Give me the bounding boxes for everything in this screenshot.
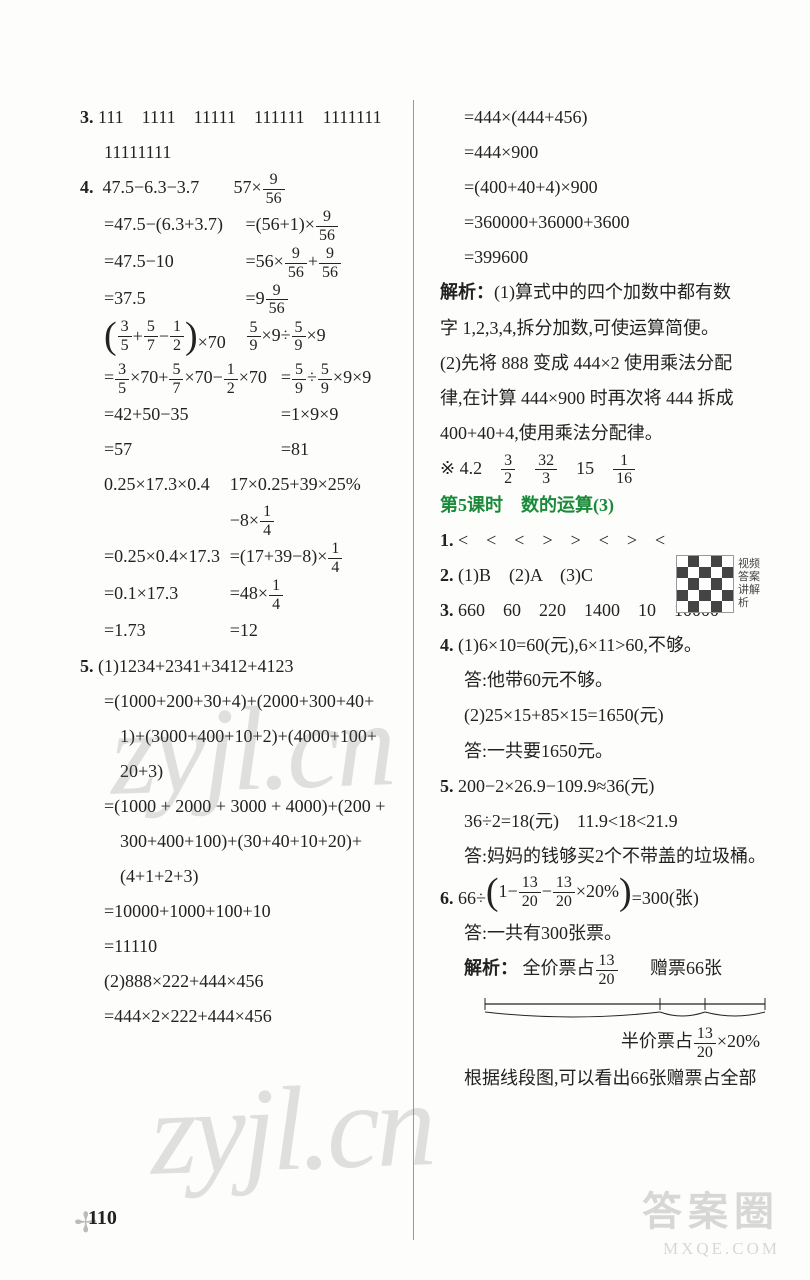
paren-group: ( 35+57−12 ) xyxy=(104,318,198,354)
q4c-row3: =42+50−35 =1×9×9 xyxy=(80,397,387,432)
q4a3: =47.5−10 xyxy=(80,244,246,281)
q3-text1: 111 1111 11111 111111 1111111 xyxy=(98,107,382,127)
q4a4: =37.5 xyxy=(80,281,246,318)
q3-line2: 11111111 xyxy=(80,135,387,170)
analysis-1: 解析：(1)算式中的四个加数中都有数 xyxy=(440,275,770,310)
q4c-row1: ( 35+57−12 )×70 59×9÷59×9 xyxy=(80,318,387,360)
frac: 956 xyxy=(266,282,288,318)
page-number: 110 xyxy=(88,1207,117,1230)
qr-block: 视频答案讲解析 xyxy=(676,555,760,613)
q4-row1: 4. 47.5−6.3−3.7 57×956 xyxy=(80,170,387,207)
q3-line1: 3. 111 1111 11111 111111 1111111 xyxy=(80,100,387,135)
qr-icon xyxy=(676,555,734,613)
q4d-row2: =0.25×0.4×17.3 =(17+39−8)×14 xyxy=(80,539,387,576)
left-column: 3. 111 1111 11111 111111 1111111 1111111… xyxy=(80,100,387,1240)
line-diagram xyxy=(480,994,770,1024)
frac: 956 xyxy=(285,245,307,281)
section-title: 第5课时 数的运算(3) xyxy=(440,488,770,523)
analysis-2: 解析： 全价票占1320 赠票66张 xyxy=(440,951,770,988)
diagram-label-half: 半价票占1320×20% xyxy=(440,1024,770,1061)
page-container: 3. 111 1111 11111 111111 1111111 1111111… xyxy=(0,0,810,1280)
q4d-row1: 0.25×17.3×0.4 17×0.25+39×25%−8×14 xyxy=(80,467,387,539)
q4-number: 4. xyxy=(80,177,94,197)
frac: 956 xyxy=(263,171,285,207)
qr-label: 视频答案讲解析 xyxy=(738,558,760,611)
q4-row3: =47.5−10 =56×956+956 xyxy=(80,244,387,281)
q4-row2: =47.5−(6.3+3.7) =(56+1)×956 xyxy=(80,207,387,244)
q4c-row2: =35×70+57×70−12×70 =59÷59×9×9 xyxy=(80,360,387,397)
q4d-row4: =1.73 =12 xyxy=(80,613,387,648)
right-column: =444×(444+456) =444×900 =(400+40+4)×900 … xyxy=(440,100,770,1240)
q5-l1: 5. (1)1234+2341+3412+4123 xyxy=(80,649,387,684)
column-divider xyxy=(413,100,414,1240)
star-line: ※ 4.2 32 323 15 116 xyxy=(440,451,770,488)
q4d-row3: =0.1×17.3 =48×14 xyxy=(80,576,387,613)
q3-number: 3. xyxy=(80,107,94,127)
q4b2-pre: =(56+1)× xyxy=(246,214,315,234)
q4a2: =47.5−(6.3+3.7) xyxy=(80,207,246,244)
frac: 956 xyxy=(316,208,338,244)
q4c-row4: =57 =81 xyxy=(80,432,387,467)
q4a1: 47.5−6.3−3.7 xyxy=(103,177,200,197)
q6-line: 6. 66÷(1−1320−1320×20%)=300(张) xyxy=(440,874,770,916)
q4b1-pre: 57× xyxy=(234,177,262,197)
frac: 956 xyxy=(319,245,341,281)
q4-row4: =37.5 =9956 xyxy=(80,281,387,318)
